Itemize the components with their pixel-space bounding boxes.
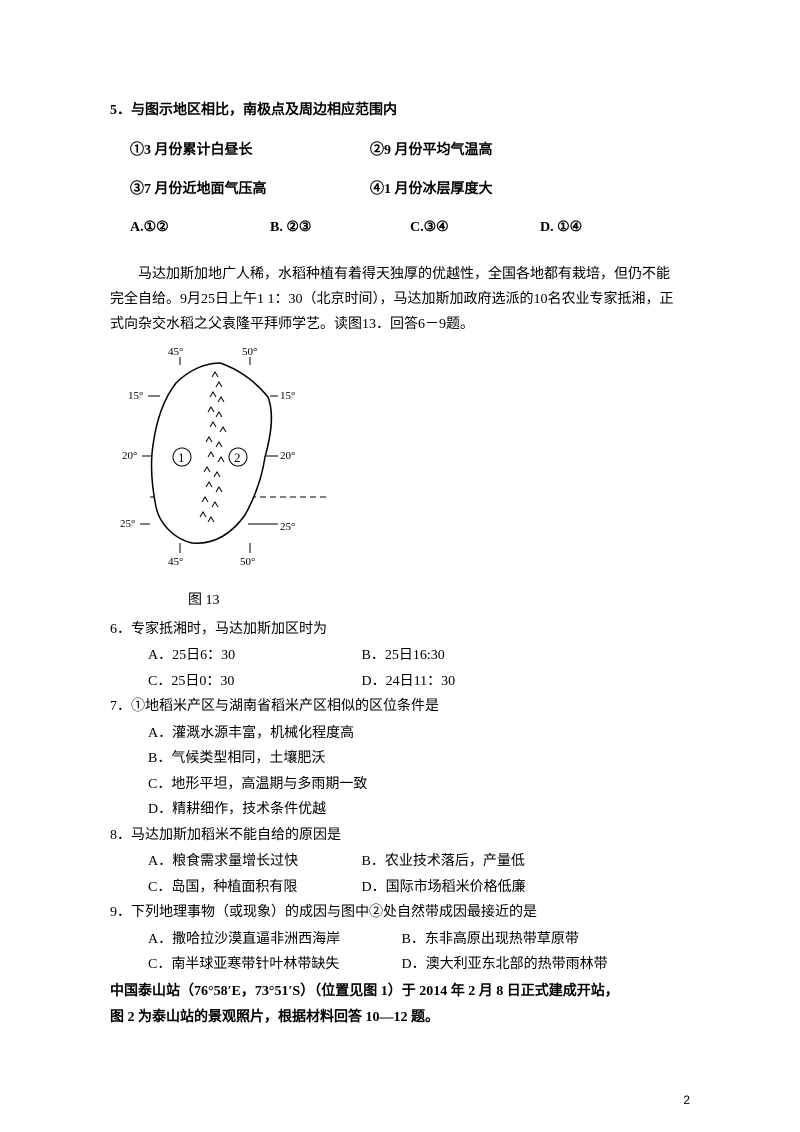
q5-s4: ④1 月份冰层厚度大 [370,179,493,201]
q8-row2: C．岛国，种植面积有限 D．国际市场稻米价格低廉 [110,876,680,901]
map-lon-45-bot: 45° [168,556,183,568]
q9-stem: 9．下列地理事物（或现象）的成因与图中②处自然带成因最接近的是 [110,901,680,926]
q5-options: A.①② B. ②③ C.③④ D. ①④ [110,217,680,239]
map-figure: 45° 50° 15° 15° 20° 20° 25° 25° 45° 50° [120,347,680,583]
q8-a: A．粮食需求量增长过快 [148,850,358,875]
q8-b: B．农业技术落后，产量低 [362,850,525,875]
q9-d: D．澳大利亚东北部的热带雨林带 [402,953,608,978]
q9-row1: A．撒哈拉沙漠直逼非洲西海岸 B．东非高原出现热带草原带 [110,928,680,953]
q5-option-d: D. ①④ [540,217,640,239]
map-lat-25-r: 25° [280,521,295,533]
map-lat-15-r: 15° [280,390,295,402]
map-lat-20-l: 20° [122,450,137,462]
q5-option-b: B. ②③ [270,217,410,239]
q9-row2: C．南半球亚寒带针叶林带缺失 D．澳大利亚东北部的热带雨林带 [110,953,680,978]
q7-b: B．气候类型相同，土壤肥沃 [110,747,680,772]
q6-row1: A．25日6：30 B．25日16:30 [110,644,680,669]
q8-c: C．岛国，种植面积有限 [148,876,358,901]
q9-a: A．撒哈拉沙漠直逼非洲西海岸 [148,928,398,953]
q5-s3: ③7 月份近地面气压高 [130,179,370,201]
map-region-2: 2 [234,450,241,465]
map-lat-15-l: 15° [128,390,143,402]
q6-a: A．25日6：30 [148,644,358,669]
closing-line2: 图 2 为泰山站的景观照片，根据材料回答 10—12 题。 [110,1006,680,1031]
q8-d: D．国际市场稻米价格低廉 [362,876,526,901]
q5-statements-row2: ③7 月份近地面气压高 ④1 月份冰层厚度大 [110,179,680,201]
q9-c: C．南半球亚寒带针叶林带缺失 [148,953,398,978]
q9-b: B．东非高原出现热带草原带 [402,928,579,953]
map-lon-45-top: 45° [168,347,183,358]
q8-stem: 8．马达加斯加稻米不能自给的原因是 [110,824,680,849]
q5-s2: ②9 月份平均气温高 [370,140,493,162]
map-lat-25-l: 25° [120,518,135,530]
passage-text: 马达加斯加地广人稀，水稻种植有着得天独厚的优越性，全国各地都有栽培，但仍不能完全… [110,262,680,338]
q6-stem: 6．专家抵湘时，马达加斯加区时为 [110,618,680,643]
q6-row2: C．25日0：30 D．24日11：30 [110,670,680,695]
q7-a: A．灌溉水源丰富，机械化程度高 [110,722,680,747]
page-number: 2 [683,1091,690,1110]
q5-option-c: C.③④ [410,217,540,239]
map-region-1: 1 [178,450,185,465]
q5-s1: ①3 月份累计白昼长 [130,140,370,162]
q7-stem: 7．①地稻米产区与湖南省稻米产区相似的区位条件是 [110,695,680,720]
q7-c: C．地形平坦，高温期与多雨期一致 [110,773,680,798]
map-lon-50-bot: 50° [240,556,255,568]
q5-option-a: A.①② [130,217,270,239]
q8-row1: A．粮食需求量增长过快 B．农业技术落后，产量低 [110,850,680,875]
q6-d: D．24日11：30 [362,670,456,695]
map-lon-50-top: 50° [242,347,257,358]
q5-statements-row1: ①3 月份累计白昼长 ②9 月份平均气温高 [110,140,680,162]
madagascar-map-svg: 45° 50° 15° 15° 20° 20° 25° 25° 45° 50° [120,347,335,575]
q6-b: B．25日16:30 [362,644,445,669]
q6-c: C．25日0：30 [148,670,358,695]
q7-d: D．精耕细作，技术条件优越 [110,798,680,823]
closing-line1: 中国泰山站（76°58′E，73°51′S）（位置见图 1）于 2014 年 2… [110,980,680,1005]
map-lat-20-r: 20° [280,450,295,462]
q5-stem: 5．与图示地区相比，南极点及周边相应范围内 [110,100,680,122]
map-caption: 图 13 [188,590,680,612]
